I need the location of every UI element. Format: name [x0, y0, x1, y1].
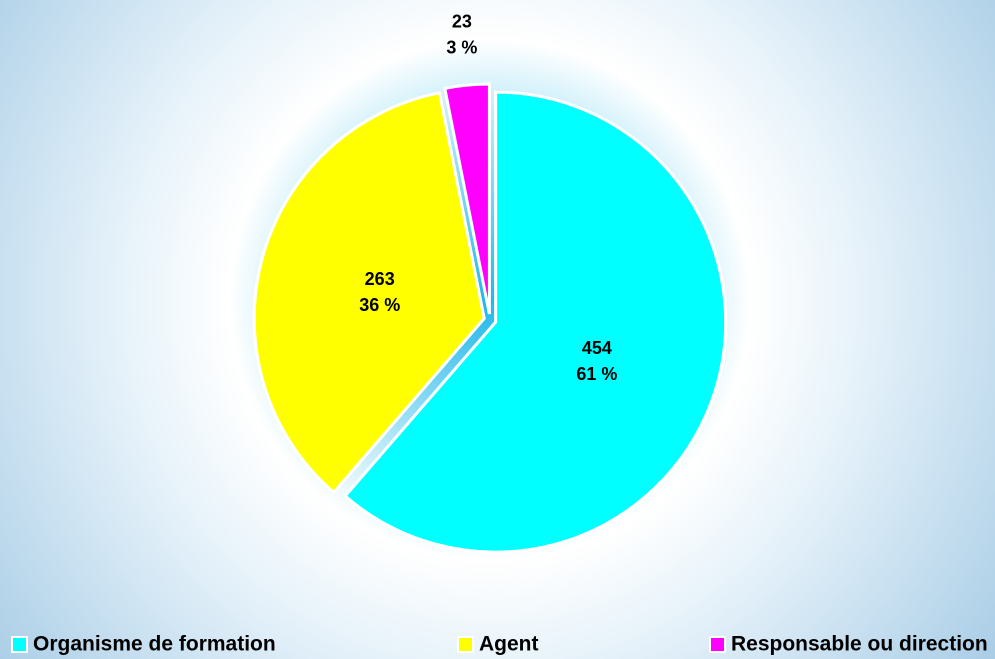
pie-slice: [252, 91, 486, 495]
legend-swatch: [11, 636, 28, 653]
percentage-label: 61 %: [576, 364, 617, 384]
percentage-label: 3 %: [446, 37, 477, 57]
pie-slice: [443, 82, 491, 315]
legend-label: Agent: [479, 633, 539, 656]
legend-label: Organisme de formation: [33, 633, 276, 656]
legend-swatch: [457, 636, 474, 653]
legend-label: Responsable ou direction: [731, 633, 988, 656]
value-label: 454: [582, 338, 612, 358]
value-label: 263: [365, 269, 395, 289]
value-label: 23: [452, 11, 472, 31]
legend-swatch: [709, 636, 726, 653]
pie-slice: [343, 90, 728, 554]
percentage-label: 36 %: [359, 295, 400, 315]
